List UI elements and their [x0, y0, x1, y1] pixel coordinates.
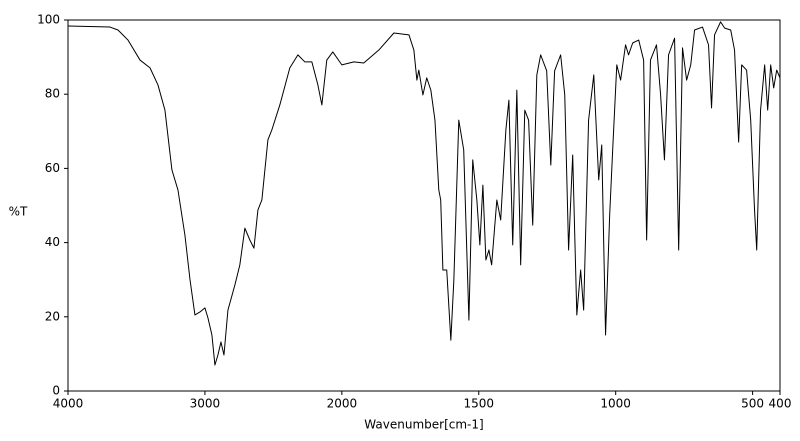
- x-tick-label: 400: [769, 397, 792, 411]
- y-tick-label: 60: [45, 161, 60, 175]
- x-axis-label: Wavenumber[cm-1]: [364, 418, 483, 432]
- plot-frame: [67, 19, 781, 392]
- y-axis-label: %T: [9, 205, 28, 219]
- y-tick-label: 0: [52, 384, 60, 398]
- x-tick-label: 3000: [190, 397, 221, 411]
- y-tick-label: 40: [45, 235, 60, 249]
- y-tick-label: 100: [37, 13, 60, 27]
- x-tick-label: 500: [741, 397, 764, 411]
- y-tick-label: 20: [45, 309, 60, 323]
- spectrum-line: [67, 21, 781, 366]
- x-tick-label: 1500: [463, 397, 494, 411]
- x-tick-label: 2000: [327, 397, 358, 411]
- x-tick-label: 1000: [600, 397, 631, 411]
- x-tick-label: 4000: [53, 397, 84, 411]
- y-tick-label: 80: [45, 87, 60, 101]
